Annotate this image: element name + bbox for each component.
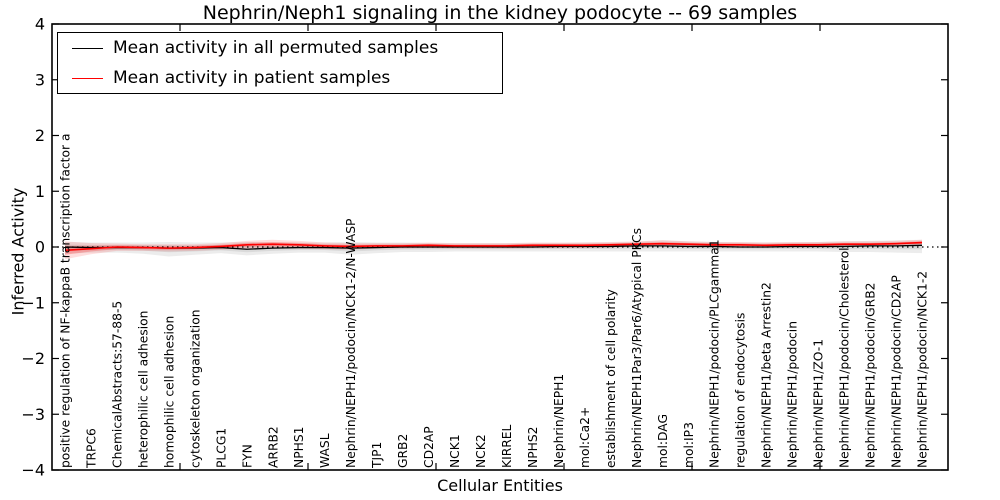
y-tick-label: 0 [35,238,45,257]
x-tick-label: CD2AP [422,426,436,468]
x-tick-label: Nephrin/NEPH1Par3/Par6/Atypical PKCs [630,228,644,468]
x-tick-label: KIRREL [500,424,514,468]
x-tick-label: homophilic cell adhesion [162,316,176,468]
x-tick-label: Nephrin/NEPH1 [552,374,566,468]
x-tick-label: PLCG1 [214,428,228,468]
x-tick-label: TJP1 [370,442,384,469]
x-tick-label: ChemicalAbstracts:57-88-5 [110,301,124,468]
x-tick-label: mol:Ca2+ [578,407,592,468]
x-tick-label: Nephrin/NEPH1/podocin/NCK1-2 [916,271,930,468]
x-tick-label: NCK2 [474,434,488,468]
y-tick-label: 4 [35,15,45,34]
chart-title: Nephrin/Neph1 signaling in the kidney po… [202,2,798,24]
x-tick-label: cytoskeleton organization [188,309,202,468]
x-tick-label: Nephrin/NEPH1/ZO-1 [812,339,826,468]
patient-line-swatch [72,77,103,79]
legend-box: Mean activity in all permuted samples Me… [57,32,503,94]
x-axis-label: Cellular Entities [437,476,563,495]
legend-entry-permuted: Mean activity in all permuted samples [72,36,502,60]
x-tick-label: NPHS2 [526,427,540,469]
legend-label-permuted: Mean activity in all permuted samples [113,38,439,58]
x-tick-label: ARRB2 [266,426,280,468]
x-tick-label: NCK1 [448,434,462,468]
x-tick-label: FYN [240,444,254,468]
x-tick-label: GRB2 [396,434,410,468]
x-tick-label: Nephrin/NEPH1/podocin/CD2AP [890,275,904,468]
y-tick-label: 1 [35,182,45,201]
y-tick-label: 2 [35,126,45,145]
x-tick-label: Nephrin/NEPH1/podocin/Cholesterol [838,247,852,468]
x-tick-label: TRPC6 [84,428,98,469]
y-tick-label: −2 [21,349,45,368]
legend-label-patient: Mean activity in patient samples [113,68,391,88]
permuted-mean-line [64,244,923,250]
permuted-line-swatch [72,47,103,49]
x-tick-label: Nephrin/NEPH1/podocin [786,321,800,468]
x-tick-label: regulation of endocytosis [734,313,748,468]
y-tick-label: −1 [21,293,45,312]
x-tick-label: Nephrin/NEPH1/beta Arrestin2 [760,282,774,468]
y-tick-label: −3 [21,405,45,424]
x-tick-label: positive regulation of NF-kappaB transcr… [59,134,73,469]
x-tick-label: mol:IP3 [682,422,696,468]
x-tick-label: Nephrin/NEPH1/podocin/GRB2 [864,283,878,468]
x-tick-label: Nephrin/NEPH1/podocin/NCK1-2/N-WASP [344,219,358,468]
x-tick-label: establishment of cell polarity [604,289,618,468]
patient-mean-line [64,241,923,252]
y-tick-label: −4 [21,461,45,480]
x-tick-label: mol:DAG [656,414,670,468]
y-tick-label: 3 [35,70,45,89]
legend-entry-patient: Mean activity in patient samples [72,66,502,90]
x-tick-label: Nephrin/NEPH1/podocin/PLCgamma1 [708,239,722,468]
x-tick-label: WASL [318,433,332,468]
x-tick-label: NPHS1 [292,427,306,469]
x-tick-label: heterophilic cell adhesion [136,311,150,468]
